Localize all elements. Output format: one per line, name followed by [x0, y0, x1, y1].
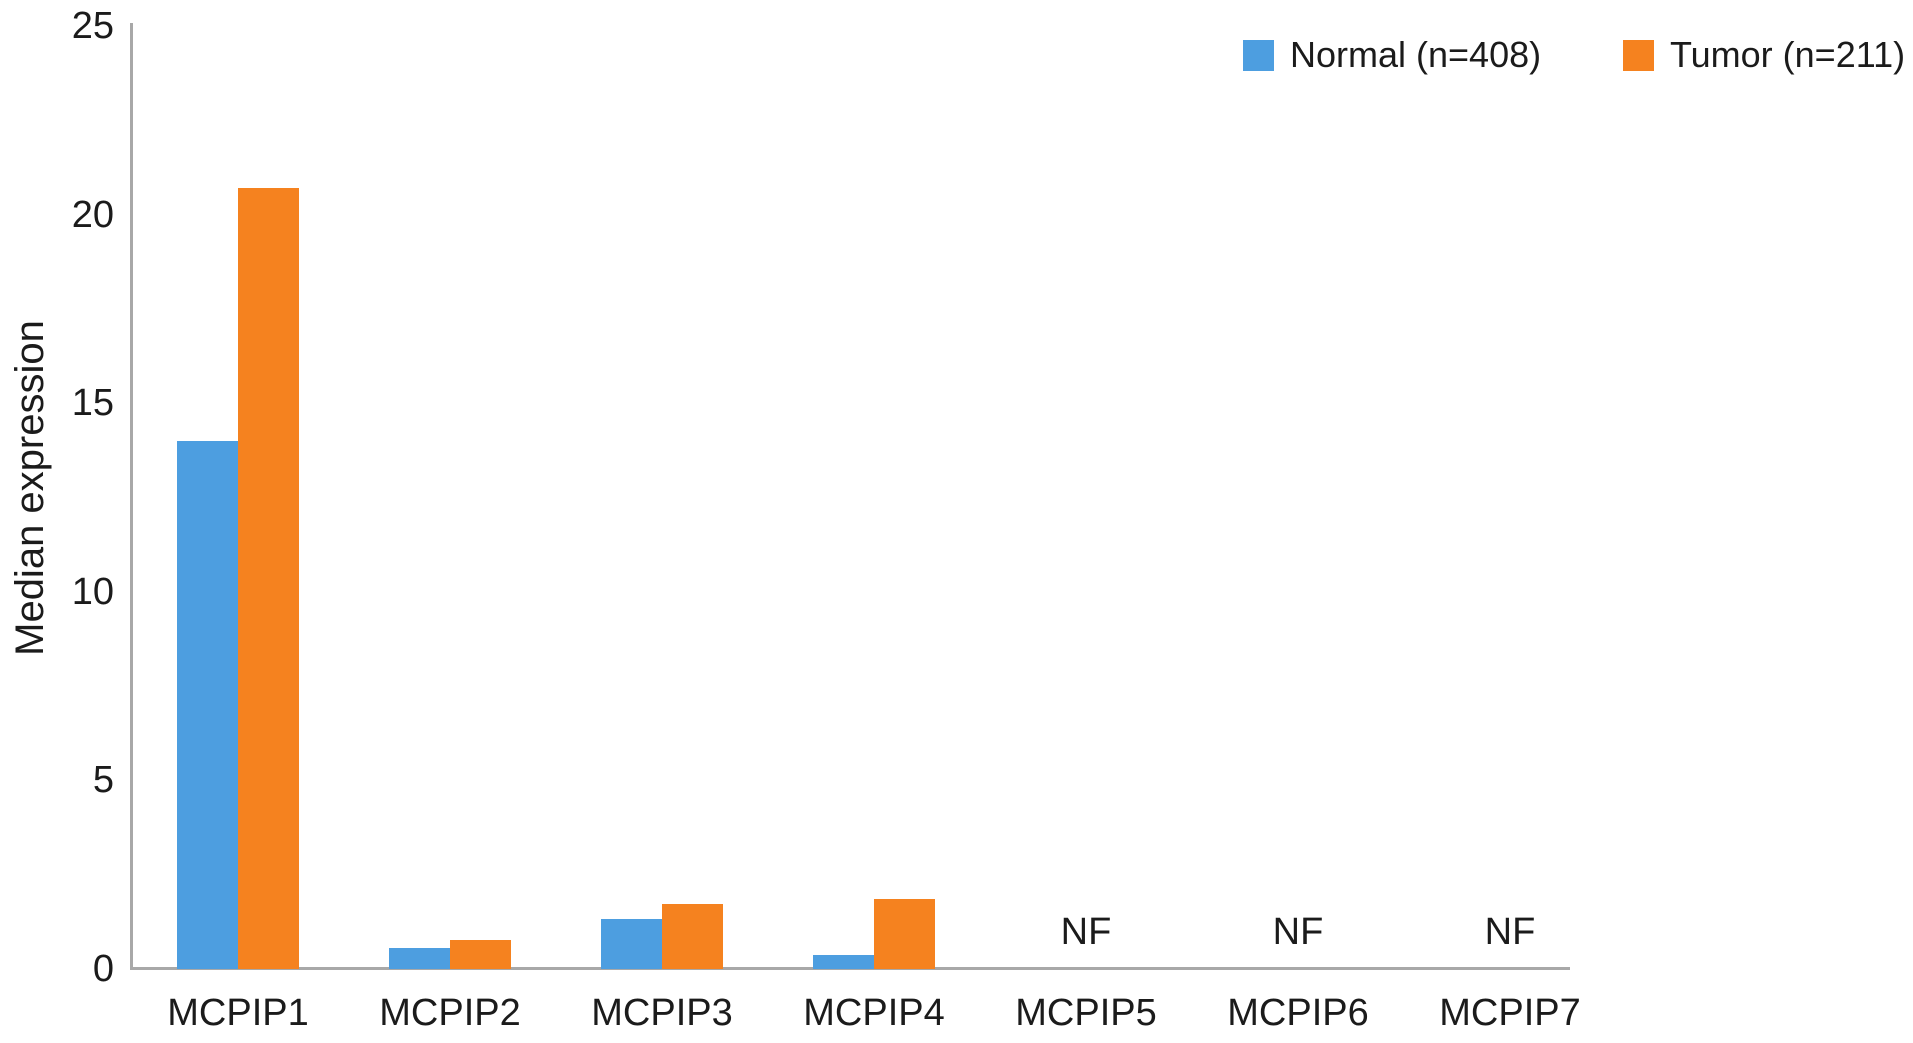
legend-item-normal: Normal (n=408)	[1243, 36, 1541, 74]
plot-area: NF NF NF	[132, 26, 1568, 969]
x-axis-label-mcpip4: MCPIP4	[803, 992, 945, 1034]
y-tick-label: 0	[92, 948, 114, 990]
bar-normal-mcpip3	[601, 919, 662, 969]
legend-swatch-normal-icon	[1243, 39, 1274, 71]
bar-tumor-mcpip4	[874, 899, 935, 969]
x-axis-label-mcpip7: MCPIP7	[1439, 992, 1581, 1034]
bar-tumor-mcpip1	[238, 188, 299, 969]
y-tick-label: 15	[71, 382, 114, 425]
x-axis-label-mcpip3: MCPIP3	[591, 992, 733, 1034]
legend-label-normal: Normal (n=408)	[1290, 34, 1542, 75]
y-tick-label: 20	[71, 193, 114, 236]
y-tick-label: 5	[92, 759, 114, 802]
legend-swatch-tumor-icon	[1623, 39, 1654, 71]
x-axis-label-mcpip1: MCPIP1	[167, 992, 309, 1034]
y-tick-label: 25	[71, 5, 114, 47]
bar-tumor-mcpip3	[662, 904, 723, 969]
x-axis-label-mcpip5: MCPIP5	[1015, 992, 1157, 1034]
nf-label-mcpip7: NF	[1484, 911, 1536, 953]
bar-normal-mcpip1	[177, 441, 238, 969]
nf-label-mcpip5: NF	[1060, 911, 1112, 953]
bar-normal-mcpip2	[389, 948, 450, 969]
x-axis-label-mcpip2: MCPIP2	[379, 992, 521, 1034]
y-tick-label: 10	[71, 570, 114, 613]
legend-label-tumor: Tumor (n=211)	[1670, 34, 1906, 75]
x-axis-label-mcpip6: MCPIP6	[1227, 992, 1369, 1034]
nf-label-mcpip6: NF	[1272, 911, 1324, 953]
bar-tumor-mcpip2	[450, 940, 511, 969]
bar-normal-mcpip4	[813, 955, 874, 969]
y-axis-line	[130, 23, 133, 969]
legend-item-tumor: Tumor (n=211)	[1623, 36, 1905, 74]
